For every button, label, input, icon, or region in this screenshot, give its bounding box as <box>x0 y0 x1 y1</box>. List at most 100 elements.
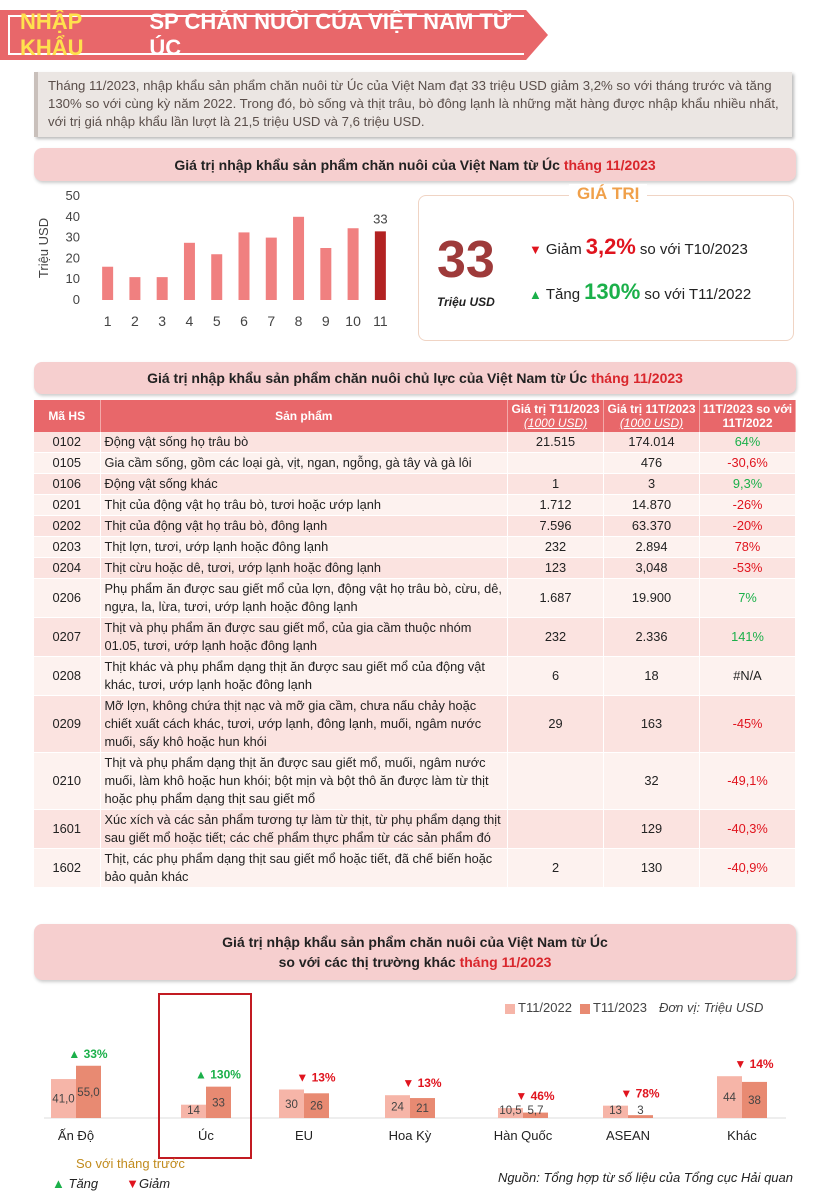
data-label-2022: 44 <box>723 1092 736 1104</box>
data-label-2022: 13 <box>609 1105 622 1117</box>
data-label-2022: 30 <box>285 1099 298 1111</box>
markets-chart-svg: 41,055,0 ▲ 33% Ấn Độ 14 33 ▲ 130% Úc 30 26 ▼ 13% E… <box>44 1047 786 1143</box>
kpi-change-month-word: Giảm <box>545 241 582 258</box>
bar-2022 <box>385 1095 410 1118</box>
y-tick-label: 0 <box>73 292 80 307</box>
cell-code: 0105 <box>34 452 101 474</box>
col-header-change: 11T/2023 so với 11T/2022 <box>699 400 796 432</box>
cell-value-month <box>507 809 604 849</box>
products-table: Mã HS Sản phẩm Giá trị T11/2023 (1000 US… <box>34 400 796 888</box>
table-row: 1601 Xúc xích và các sản phẩm tương tự là… <box>34 809 796 849</box>
data-label-2023: 33 <box>212 1097 225 1109</box>
cell-change: -40,3% <box>699 809 796 849</box>
cell-code: 0210 <box>34 752 101 810</box>
cell-change: -45% <box>699 695 796 753</box>
data-label-2023: 26 <box>310 1101 323 1113</box>
cell-product: Thịt của động vật họ trâu bò, tươi hoặc … <box>100 494 508 516</box>
col-header-code: Mã HS <box>34 400 101 432</box>
cell-value-month: 1.687 <box>507 578 604 618</box>
x-tick-label: 8 <box>295 313 303 329</box>
cell-product: Thịt và phụ phẩm dạng thịt ăn được sau g… <box>100 752 508 810</box>
data-label-2022: 41,0 <box>52 1094 74 1106</box>
cell-value-ytd: 3 <box>603 473 700 495</box>
x-category-label: Hàn Quốc <box>494 1128 553 1143</box>
bar <box>156 277 168 300</box>
footer-legend-down-text: Giảm <box>139 1176 171 1191</box>
source-note: Nguồn: Tổng hợp từ số liệu của Tổng cục … <box>497 1170 793 1185</box>
cell-product: Thịt của động vật họ trâu bò, đông lạnh <box>100 515 508 537</box>
footer-legend-down: ▼Giảm <box>126 1176 170 1191</box>
kpi-change-month: ▼ Giảm 3,2% so với T10/2023 <box>529 234 748 260</box>
cell-value-ytd: 163 <box>603 695 700 753</box>
cell-value-ytd: 3,048 <box>603 557 700 579</box>
table-row: 0202 Thịt của động vật họ trâu bò, đông l… <box>34 515 796 537</box>
legend-swatch-2022 <box>505 1003 515 1014</box>
bar <box>347 228 359 300</box>
footer-legend-up: ▲ Tăng <box>52 1176 98 1191</box>
cell-change: 9,3% <box>699 473 796 495</box>
kpi-change-year-word: Tăng <box>545 286 581 303</box>
title-banner: NHẬP KHẨU SP CHĂN NUÔI CỦA VIỆT NAM TỪ Ú… <box>0 10 548 60</box>
x-tick-label: 1 <box>104 313 112 329</box>
change-label: ▼ 46% <box>515 1089 555 1103</box>
data-label-2022: 14 <box>187 1105 200 1117</box>
cell-change: -30,6% <box>699 452 796 474</box>
x-category-label: EU <box>295 1128 313 1143</box>
monthly-import-chart: 0 10 20 30 40 50 Triệu USD 1 2 3 4 5 6 7 8 9 10 11 33 <box>34 186 414 336</box>
cell-change: -26% <box>699 494 796 516</box>
cell-value-month: 21.515 <box>507 432 604 453</box>
section-header-products-text: Giá trị nhập khẩu sản phẩm chăn nuôi chủ… <box>147 370 588 386</box>
x-category-label: Hoa Kỳ <box>389 1128 432 1143</box>
x-tick-label: 6 <box>240 313 248 329</box>
table-row: 0207 Thịt và phụ phẩm ăn được sau giết mổ… <box>34 617 796 657</box>
cell-value-ytd: 32 <box>603 752 700 810</box>
data-label-2023: 55,0 <box>77 1087 99 1099</box>
arrow-up-icon: ▲ <box>529 287 542 302</box>
table-row: 0106 Động vật sống khác 1 3 9,3% <box>34 473 796 495</box>
bar <box>211 254 223 300</box>
cell-product: Thịt cừu hoặc dê, tươi, ướp lạnh hoặc đô… <box>100 557 508 579</box>
cell-value-ytd: 2.894 <box>603 536 700 558</box>
cell-change: -20% <box>699 515 796 537</box>
bar-2023 <box>410 1098 435 1118</box>
change-label: ▼ 13% <box>402 1076 442 1090</box>
kpi-change-year-tail: so với T11/2022 <box>644 286 752 303</box>
section-header-markets-line2: so với các thị trường khác <box>278 954 456 970</box>
cell-value-month: 7.596 <box>507 515 604 537</box>
cell-change: 7% <box>699 578 796 618</box>
cell-value-ytd: 19.900 <box>603 578 700 618</box>
y-tick-label: 10 <box>66 271 80 286</box>
bar-2022 <box>51 1079 76 1118</box>
table-row: 0208 Thịt khác và phụ phẩm dạng thịt ăn đ… <box>34 656 796 696</box>
cell-code: 0207 <box>34 617 101 657</box>
cell-value-ytd: 130 <box>603 848 700 888</box>
data-label-2023: 5,7 <box>528 1105 544 1117</box>
change-label: ▲ 130% <box>195 1068 241 1082</box>
table-row: 0203 Thịt lợn, tươi, ướp lạnh hoặc đông l… <box>34 536 796 558</box>
x-category-label: Ấn Độ <box>58 1128 94 1143</box>
bar <box>238 232 250 300</box>
bar-2023 <box>206 1086 231 1118</box>
cell-product: Gia cầm sống, gồm các loại gà, vịt, ngan… <box>100 452 508 474</box>
cell-code: 0208 <box>34 656 101 696</box>
cell-product: Thịt, các phụ phẩm dạng thịt sau giết mổ… <box>100 848 508 888</box>
kpi-change-month-tail: so với T10/2023 <box>639 241 748 258</box>
y-tick-label: 40 <box>66 209 80 224</box>
cell-value-ytd: 2.336 <box>603 617 700 657</box>
x-category-label: ASEAN <box>606 1128 650 1143</box>
change-label: ▲ 33% <box>68 1047 108 1061</box>
cell-value-ytd: 14.870 <box>603 494 700 516</box>
cell-code: 0201 <box>34 494 101 516</box>
cell-change: 141% <box>699 617 796 657</box>
cell-product: Mỡ lợn, không chứa thịt nạc và mỡ gia cầ… <box>100 695 508 753</box>
cell-product: Thịt lợn, tươi, ướp lạnh hoặc đông lạnh <box>100 536 508 558</box>
data-label-2023: 38 <box>748 1095 761 1107</box>
table-row: 1602 Thịt, các phụ phẩm dạng thịt sau giế… <box>34 848 796 888</box>
data-label: 33 <box>373 211 387 226</box>
table-row: 0210 Thịt và phụ phẩm dạng thịt ăn được s… <box>34 752 796 810</box>
bar <box>320 248 332 300</box>
table-row: 0201 Thịt của động vật họ trâu bò, tươi h… <box>34 494 796 516</box>
title-part-1: NHẬP KHẨU <box>20 9 84 60</box>
kpi-change-month-pct: 3,2% <box>585 234 636 259</box>
table-row: 0209 Mỡ lợn, không chứa thịt nạc và mỡ gi… <box>34 695 796 753</box>
